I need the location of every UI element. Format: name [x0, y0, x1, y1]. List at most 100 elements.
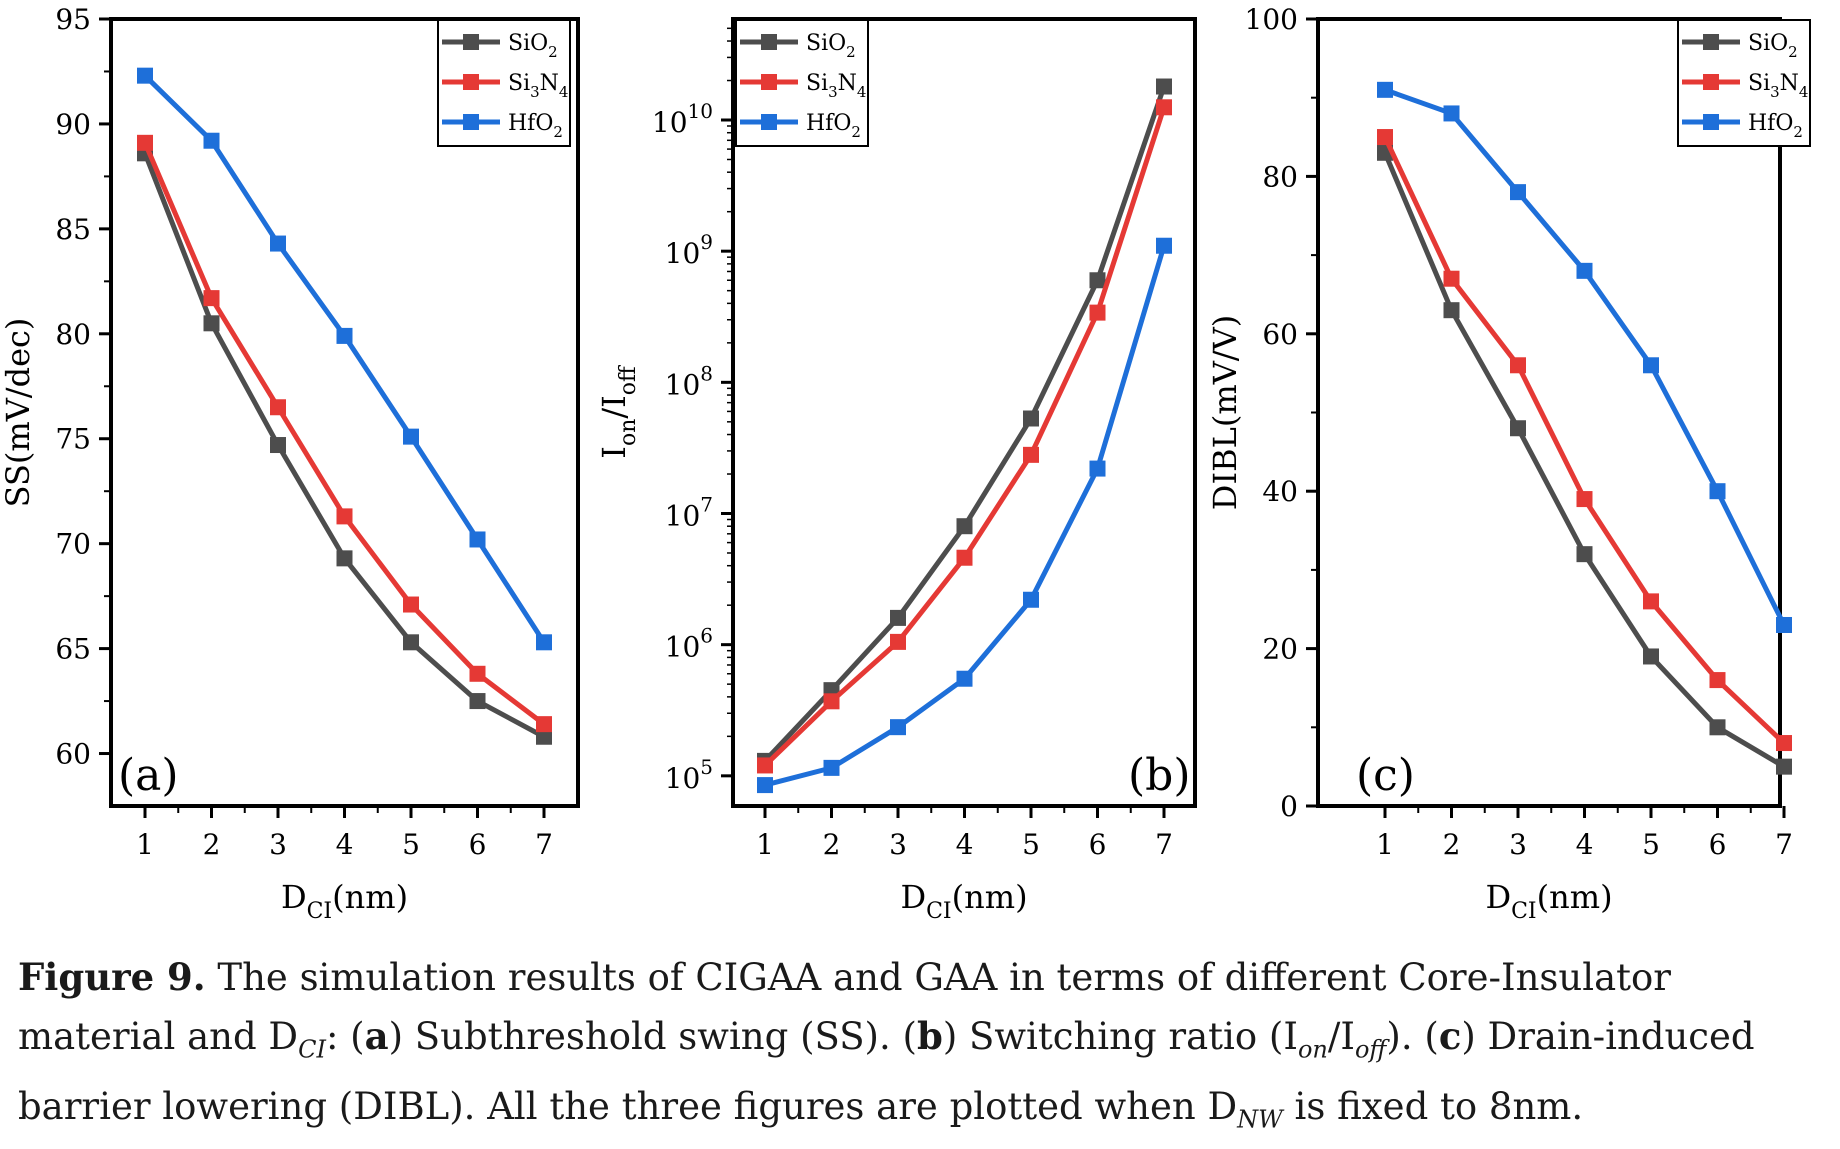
data-point-HfO2: [1089, 460, 1106, 477]
data-point-Si3N4: [1643, 593, 1659, 610]
y-tick-label: 0: [1280, 790, 1298, 823]
legend-marker-Si3N4: [1703, 74, 1719, 90]
y-tick-label: 106: [665, 624, 713, 664]
caption-sub: on: [1297, 1035, 1328, 1064]
y-tick-label: 109: [665, 230, 713, 270]
data-point-Si3N4: [1443, 270, 1460, 287]
y-tick-label: 20: [1262, 633, 1298, 666]
series-line-HfO2: [1384, 87, 1787, 627]
legend-label-HfO2: HfO2: [508, 111, 563, 141]
caption-text: /I: [1327, 1015, 1355, 1058]
legend-label-SiO2: SiO2: [806, 31, 856, 61]
caption-sub: off: [1354, 1035, 1387, 1064]
x-axis-label: DCI(nm): [281, 878, 408, 920]
series-line-SiO2: [763, 85, 1167, 763]
caption-text: ). (: [1386, 1015, 1439, 1058]
data-point-SiO2: [469, 693, 486, 710]
y-tick-label: 60: [55, 738, 91, 771]
x-tick-label: 4: [336, 828, 354, 861]
caption-text: ) Subthreshold swing (SS). (: [388, 1015, 917, 1058]
legend-marker-HfO2: [463, 114, 479, 130]
x-tick-label: 7: [1775, 828, 1793, 861]
x-tick-label: 5: [402, 828, 420, 861]
caption-sub: CI: [298, 1035, 326, 1064]
x-tick-label: 4: [956, 828, 974, 861]
data-point-HfO2: [469, 531, 486, 548]
data-point-HfO2: [403, 428, 419, 445]
legend: SiO2 Si3N4 HfO2: [735, 19, 869, 147]
y-tick-label: 75: [55, 423, 91, 456]
x-tick-label: 6: [469, 828, 487, 861]
series-line-SiO2: [142, 152, 546, 739]
data-point-HfO2: [1156, 237, 1172, 254]
y-tick-label: 105: [665, 755, 713, 795]
data-point-Si3N4: [1089, 304, 1106, 321]
data-point-HfO2: [1377, 81, 1393, 98]
chart-panel-1: 1 2 3 4 5 6 7 60 65 70 75 80 85 90 95 (a) DCI(nm) SS(mV/d…: [0, 3, 580, 920]
legend: SiO2 Si3N4 HfO2: [437, 19, 571, 147]
data-point-SiO2: [1709, 719, 1726, 736]
caption-sub: NW: [1237, 1105, 1283, 1134]
x-tick-label: 1: [756, 828, 774, 861]
legend-label-HfO2: HfO2: [806, 111, 861, 141]
data-point-SiO2: [890, 609, 906, 626]
legend-marker-SiO2: [1703, 34, 1719, 50]
data-point-SiO2: [1576, 546, 1593, 563]
y-tick-label: 65: [55, 633, 91, 666]
x-tick-label: 7: [1155, 828, 1173, 861]
data-point-SiO2: [203, 315, 220, 332]
caption-letter-c: c: [1438, 1014, 1462, 1058]
y-tick-label: 95: [55, 3, 91, 36]
data-point-SiO2: [536, 728, 552, 745]
data-point-HfO2: [1443, 105, 1460, 122]
data-point-HfO2: [536, 634, 552, 651]
data-point-HfO2: [137, 67, 153, 84]
data-point-Si3N4: [757, 757, 773, 774]
x-tick-label: 5: [1022, 828, 1040, 861]
panel-label: (b): [1128, 750, 1191, 801]
data-point-Si3N4: [1156, 99, 1172, 116]
data-point-Si3N4: [956, 549, 973, 566]
y-tick-label: 90: [55, 108, 91, 141]
x-tick-label: 6: [1089, 828, 1107, 861]
data-point-SiO2: [1023, 410, 1039, 427]
x-tick-label: 6: [1709, 828, 1727, 861]
legend-marker-Si3N4: [761, 74, 777, 90]
y-tick-label: 100: [1245, 3, 1298, 36]
data-point-SiO2: [1156, 78, 1172, 95]
figure-caption: Figure 9. The simulation results of CIGA…: [18, 948, 1826, 1149]
data-point-HfO2: [1643, 357, 1659, 374]
x-axis-label: DCI(nm): [1485, 878, 1612, 920]
legend: SiO2 Si3N4 HfO2: [1677, 19, 1811, 147]
legend-marker-HfO2: [1703, 114, 1719, 130]
series-line-Si3N4: [142, 141, 546, 727]
caption-letter-a: a: [364, 1014, 389, 1058]
data-point-SiO2: [1776, 758, 1792, 775]
legend-label-SiO2: SiO2: [508, 31, 558, 61]
data-point-HfO2: [1776, 616, 1792, 633]
x-tick-label: 7: [535, 828, 553, 861]
data-point-HfO2: [203, 132, 220, 149]
x-tick-label: 3: [889, 828, 907, 861]
caption-text: ) Switching ratio (I: [942, 1015, 1298, 1058]
legend-label-Si3N4: Si3N4: [508, 71, 568, 101]
data-point-HfO2: [1510, 184, 1526, 201]
x-tick-label: 3: [269, 828, 287, 861]
data-point-SiO2: [956, 518, 973, 535]
legend-marker-SiO2: [463, 34, 479, 50]
data-point-Si3N4: [536, 716, 552, 733]
y-tick-label: 80: [1262, 160, 1298, 193]
legend-label-HfO2: HfO2: [1748, 111, 1803, 141]
data-point-HfO2: [1023, 591, 1039, 608]
data-point-HfO2: [1576, 262, 1593, 279]
legend-label-Si3N4: Si3N4: [806, 71, 866, 101]
series-line-Si3N4: [1382, 135, 1786, 745]
data-point-HfO2: [823, 759, 840, 776]
panel-label: (c): [1356, 750, 1415, 801]
data-point-SiO2: [1443, 302, 1460, 319]
data-point-SiO2: [270, 437, 286, 454]
y-tick-label: 107: [665, 492, 713, 532]
y-tick-label: 60: [1262, 318, 1298, 351]
y-tick-label: 1010: [652, 99, 713, 139]
data-point-Si3N4: [336, 508, 353, 525]
